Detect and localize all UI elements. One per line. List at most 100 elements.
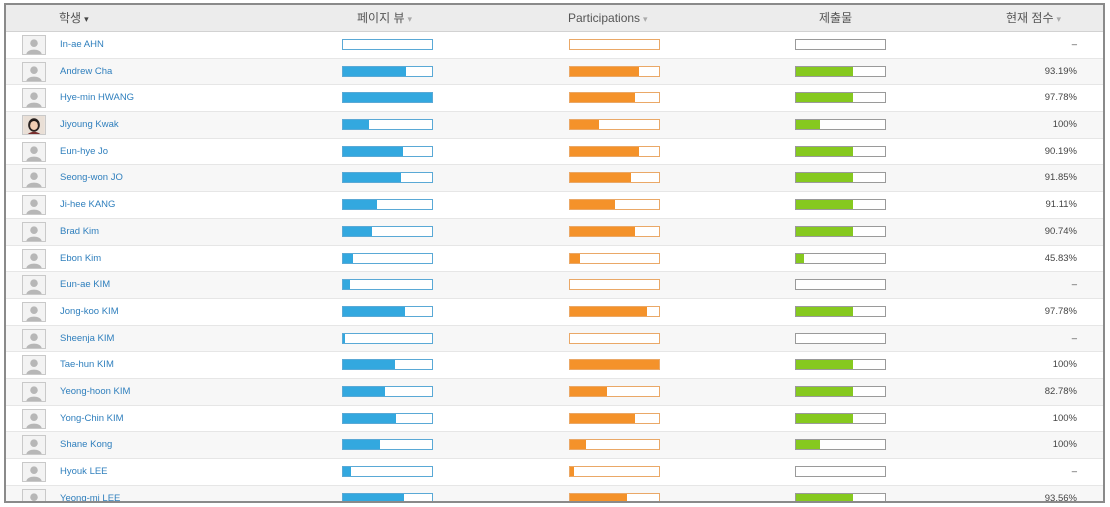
participations-fill [570,386,608,396]
submissions-fill [796,306,853,316]
header-page-views[interactable]: 페이지 뷰 ▾ [357,5,412,31]
current-score: – [1071,279,1077,291]
submissions-bar [795,359,886,371]
participations-bar [569,332,660,344]
participations-fill [570,493,627,501]
submissions-fill [796,226,853,236]
page-views-bar [342,172,433,184]
table-row: Sheenja KIM – [6,325,1103,353]
participations-bar [569,199,660,211]
submissions-bar [795,279,886,291]
student-name-link[interactable]: Yeong-hoon KIM [60,385,131,397]
page-views-bar [342,65,433,77]
page-views-fill [343,440,381,450]
submissions-bar [795,412,886,424]
student-name-link[interactable]: Ji-hee KANG [60,199,116,211]
submissions-fill [796,200,853,210]
submissions-fill [796,360,853,370]
header-student[interactable]: 학생 ▾ [59,5,89,31]
sort-icon[interactable]: ▾ [1056,14,1062,24]
default-avatar-icon[interactable] [22,301,46,322]
submissions-bar [795,92,886,104]
submissions-bar [795,172,886,184]
sort-icon[interactable]: ▾ [407,14,413,24]
participations-bar [569,225,660,237]
current-score: 100% [1052,412,1077,424]
submissions-fill [796,120,821,130]
page-views-bar [342,305,433,317]
submissions-bar [795,199,886,211]
student-name-link[interactable]: Jiyoung Kwak [60,119,119,131]
student-name-link[interactable]: In-ae AHN [60,39,104,50]
student-name-link[interactable]: Eun-hye Jo [60,145,109,157]
current-score: 93.19% [1044,65,1077,77]
sort-icon[interactable]: ▾ [643,14,648,24]
default-avatar-icon[interactable] [22,168,46,189]
default-avatar-icon[interactable] [22,195,46,216]
header-current-score[interactable]: 현재 점수 ▾ [1006,5,1061,31]
table-row: Ji-hee KANG 91.11% [6,192,1103,219]
table-row: Seong-won JO 91.85% [6,165,1103,193]
default-avatar-icon[interactable] [22,221,46,242]
default-avatar-icon[interactable] [22,328,46,349]
header-page-views-label: 페이지 뷰 [357,11,405,25]
student-name-link[interactable]: Brad Kim [60,225,100,237]
student-name-link[interactable]: Hye-min HWANG [60,92,135,104]
default-avatar-icon[interactable] [22,408,46,429]
default-avatar-icon[interactable] [22,275,46,296]
student-name-link[interactable]: Shane Kong [60,439,113,451]
header-participations[interactable]: Participations ▾ [568,5,648,31]
page-views-bar [342,145,433,157]
current-score: – [1071,466,1077,477]
submissions-bar [795,65,886,77]
participations-fill [570,467,574,476]
table-row: Hye-min HWANG 97.78% [6,85,1103,113]
student-name-link[interactable]: Yeong-mi LEE [60,492,121,503]
default-avatar-icon[interactable] [22,35,46,55]
sort-active-icon[interactable]: ▾ [84,14,89,24]
student-name-link[interactable]: Jong-koo KIM [60,305,119,317]
student-name-link[interactable]: Sheenja KIM [60,332,115,344]
student-name-link[interactable]: Tae-hun KIM [60,359,114,371]
default-avatar-icon[interactable] [22,88,46,109]
participations-bar [569,412,660,424]
student-name-link[interactable]: Seong-won JO [60,172,123,184]
page-views-bar [342,252,433,264]
submissions-bar [795,145,886,157]
page-views-bar [342,492,433,501]
submissions-bar [795,466,886,477]
table-row: Brad Kim 90.74% [6,218,1103,246]
default-avatar-icon[interactable] [22,141,46,162]
page-views-fill [343,226,373,236]
page-views-fill [343,333,345,343]
participations-fill [570,413,635,423]
student-name-link[interactable]: Hyouk LEE [60,466,108,477]
default-avatar-icon[interactable] [22,435,46,456]
page-views-fill [343,306,406,316]
default-avatar-icon[interactable] [22,248,46,269]
default-avatar-icon[interactable] [22,462,46,482]
current-score: 90.19% [1044,145,1077,157]
student-name-link[interactable]: Yong-Chin KIM [60,412,124,424]
student-name-link[interactable]: Eun-ae KIM [60,279,111,291]
student-activity-table: 학생 ▾ 페이지 뷰 ▾ Participations ▾ 제출물 현재 점수 ▾ In… [4,3,1105,503]
participations-bar [569,466,660,477]
student-name-link[interactable]: Ebon Kim [60,252,102,264]
participations-fill [570,66,639,76]
default-avatar-icon[interactable] [22,381,46,402]
participations-fill [570,360,659,370]
table-row: Jong-koo KIM 97.78% [6,299,1103,326]
default-avatar-icon[interactable] [22,488,46,501]
default-avatar-icon[interactable] [22,355,46,376]
page-views-bar [342,466,433,477]
table-row: Jiyoung Kwak 100% [6,112,1103,139]
student-name-link[interactable]: Andrew Cha [60,65,113,77]
submissions-bar [795,492,886,501]
default-avatar-icon[interactable] [22,61,46,82]
page-views-fill [343,360,395,370]
profile-photo-avatar[interactable] [22,115,46,136]
current-score: 97.78% [1044,92,1077,104]
submissions-fill [796,493,853,501]
participations-bar [569,359,660,371]
header-submissions[interactable]: 제출물 [819,5,852,31]
